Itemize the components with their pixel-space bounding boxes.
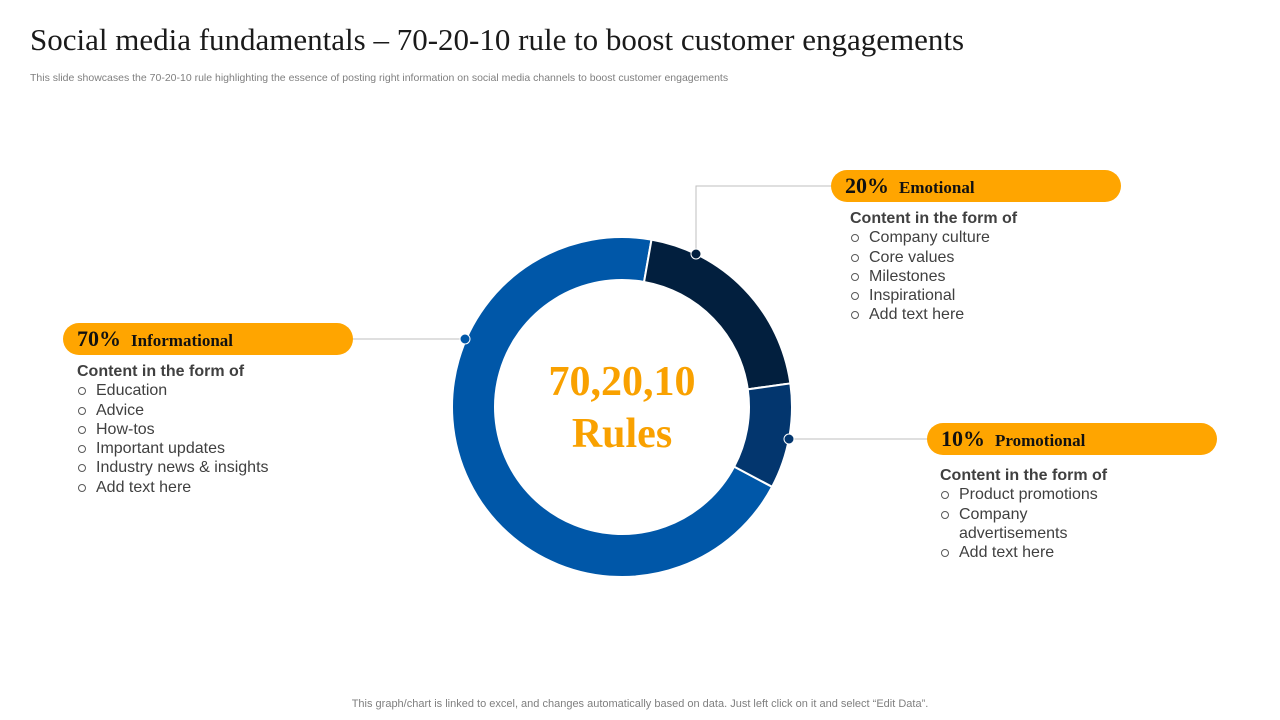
slide-subtitle: This slide showcases the 70-20-10 rule h…: [30, 72, 729, 84]
donut-slices: [451, 236, 793, 578]
callout-content-informational: Content in the form of Education Advice …: [77, 362, 337, 497]
connector-line-emotional: [695, 185, 832, 254]
content-heading: Content in the form of: [77, 363, 245, 380]
connector-dot-promotional: [783, 433, 795, 445]
list-item: Education: [77, 381, 337, 400]
callout-content-emotional: Content in the form of Company culture C…: [850, 209, 1110, 325]
callout-pill-emotional: 20% Emotional: [831, 170, 1121, 202]
donut-slice-promotional[interactable]: [732, 382, 793, 489]
slide-title: Social media fundamentals – 70-20-10 rul…: [30, 22, 965, 57]
callout-label-promotional: Promotional: [995, 431, 1086, 450]
content-list: Company culture Core values Milestones I…: [850, 228, 1110, 324]
callout-label-informational: Informational: [131, 331, 233, 350]
donut-slice-informational[interactable]: [451, 236, 774, 578]
donut-center-label: 70,20,10 Rules: [522, 356, 722, 460]
list-item: Milestones: [850, 267, 1110, 286]
content-heading: Content in the form of: [850, 210, 1018, 227]
callout-percent-promotional: 10%: [941, 426, 985, 451]
list-item: Inspirational: [850, 286, 1110, 305]
list-item: Product promotions: [940, 485, 1098, 504]
slide-footer-note: This graph/chart is linked to excel, and…: [351, 698, 929, 710]
list-item: Add text here: [77, 478, 337, 497]
list-item: Advice: [77, 401, 337, 420]
list-item: Company culture: [850, 228, 1110, 247]
content-heading: Content in the form of: [940, 467, 1108, 484]
list-item: Add text here: [940, 543, 1090, 562]
callout-pill-promotional: 10% Promotional: [927, 423, 1217, 455]
list-item: Important updates: [77, 439, 337, 458]
callout-label-emotional: Emotional: [899, 178, 975, 197]
connector-dot-emotional: [690, 248, 702, 260]
center-label-line1: 70,20,10: [548, 359, 696, 405]
callout-percent-informational: 70%: [77, 326, 121, 351]
connector-dot-informational: [459, 333, 471, 345]
center-label-line2: Rules: [571, 411, 673, 457]
list-item: Add text here: [850, 305, 1110, 324]
list-item: Company advertisements: [940, 505, 1090, 544]
callout-pill-informational: 70% Informational: [63, 323, 353, 355]
callout-percent-emotional: 20%: [845, 173, 889, 198]
list-item: Core values: [850, 248, 1110, 267]
content-list: Education Advice How-tos Important updat…: [77, 381, 337, 497]
content-list: Product promotions Company advertisement…: [940, 485, 1098, 562]
list-item: How-tos: [77, 420, 337, 439]
list-item: Industry news & insights: [77, 458, 337, 477]
callout-content-promotional: Content in the form of Product promotion…: [940, 466, 1108, 562]
